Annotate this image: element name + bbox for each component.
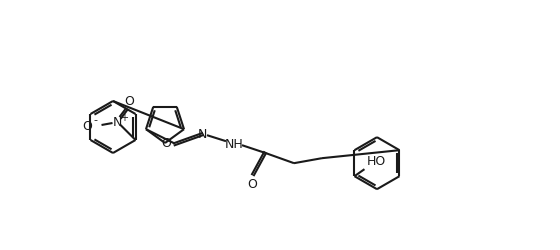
Text: -: - xyxy=(94,114,97,124)
Text: O: O xyxy=(247,177,257,190)
Text: HO: HO xyxy=(367,154,386,167)
Text: O: O xyxy=(124,95,134,108)
Text: O: O xyxy=(82,119,92,132)
Text: N: N xyxy=(197,127,207,140)
Text: NH: NH xyxy=(225,137,244,150)
Text: +: + xyxy=(120,112,128,122)
Text: N: N xyxy=(113,116,122,129)
Text: O: O xyxy=(161,137,171,150)
